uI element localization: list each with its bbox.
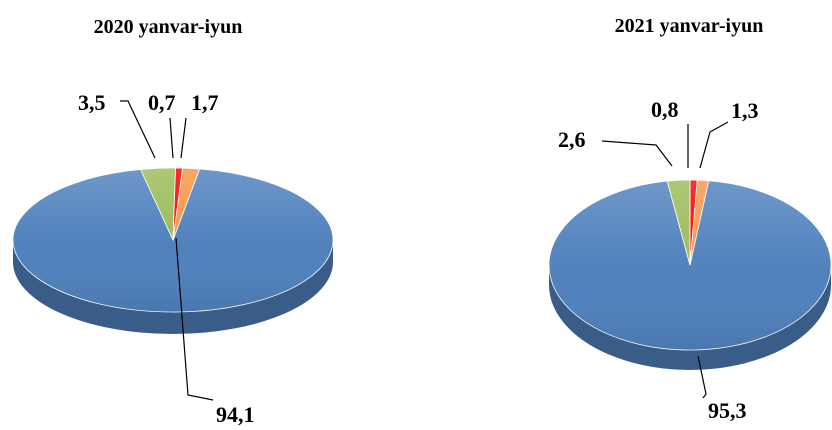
leader-line-2020-0 [175, 237, 214, 401]
pie-chart-2021: 2021 yanvar-iyun 95,3 2,6 0,8 1,3 [548, 15, 832, 423]
data-label-2020-2: 0,7 [148, 90, 176, 115]
data-labels-2021: 95,3 2,6 0,8 1,3 [558, 97, 759, 423]
pie-chart-2020: 2020 yanvar-iyun 94,1 3,5 0,7 1,7 [12, 16, 334, 427]
data-label-2020-3: 1,7 [191, 90, 219, 115]
leader-line-2021-0 [697, 355, 707, 399]
data-label-2021-0: 95,3 [708, 398, 747, 423]
pie-body-2020 [12, 167, 334, 334]
data-label-2021-2: 0,8 [651, 97, 679, 122]
data-label-2020-0: 94,1 [216, 402, 255, 427]
leader-line-2020-3 [180, 117, 187, 159]
data-labels-2020: 94,1 3,5 0,7 1,7 [78, 90, 255, 427]
data-label-2021-1: 2,6 [558, 127, 586, 152]
leader-line-2021-3 [699, 121, 729, 169]
leader-line-2020-1 [120, 100, 156, 159]
leader-line-2020-2 [169, 117, 174, 159]
chart-title-2020: 2020 yanvar-iyun [94, 16, 243, 38]
data-label-2020-1: 3,5 [78, 90, 106, 115]
leader-line-2021-1 [601, 140, 673, 167]
chart-title-2021: 2021 yanvar-iyun [615, 15, 764, 37]
data-label-2021-3: 1,3 [731, 98, 759, 123]
pie-body-2021 [548, 179, 832, 370]
